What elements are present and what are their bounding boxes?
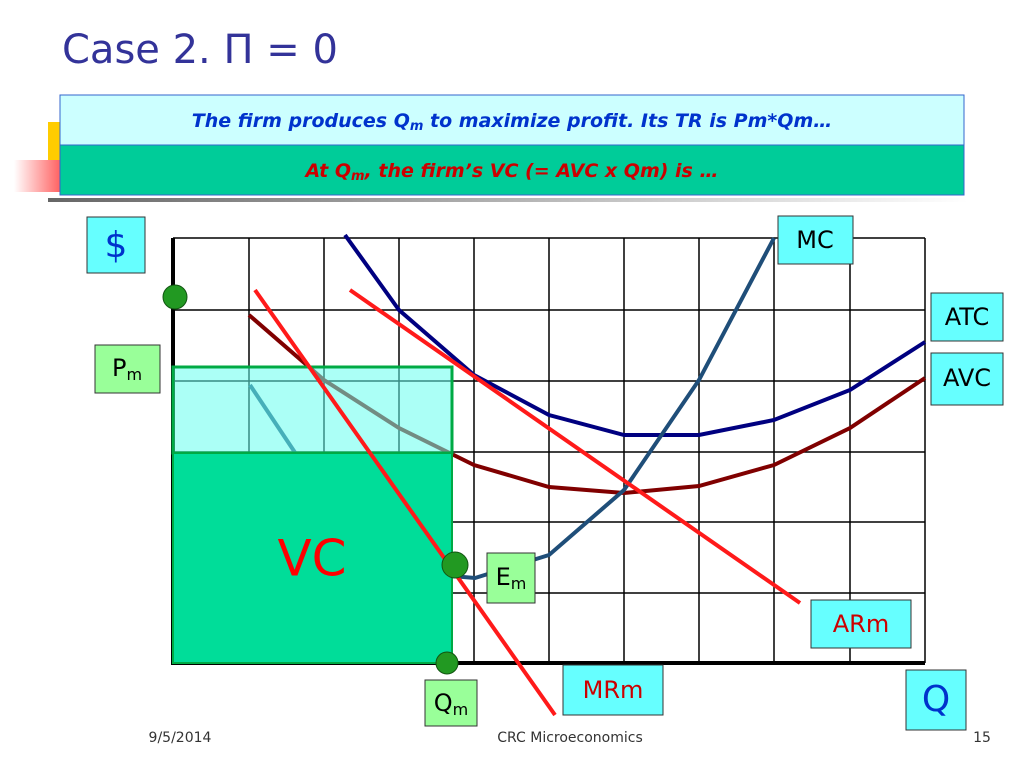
footer-date: 9/5/2014: [149, 730, 212, 746]
mc-label: MC: [796, 226, 833, 254]
em-box: [486, 552, 536, 604]
atc-curve: [343, 233, 927, 437]
atc-box: [930, 292, 1004, 342]
vc-label: VC: [277, 530, 346, 588]
mrm-box: [562, 664, 664, 716]
banner-1-text: The firm produces Qm to maximize profit.…: [192, 110, 833, 134]
qm-box: [424, 679, 478, 727]
atc-label: ATC: [945, 303, 990, 331]
mrm-line: [253, 288, 557, 717]
dollar-box: [86, 216, 146, 274]
vc-area: [172, 452, 453, 664]
quantity-dot: [435, 651, 459, 675]
pm-label: Pm: [112, 354, 142, 384]
footer-page: 15: [973, 730, 991, 746]
arm-box: [810, 599, 912, 649]
q-box: [905, 669, 967, 731]
em-label: Em: [496, 563, 527, 593]
pm-area: [171, 365, 454, 455]
banner-2-text: At Qm, the firm’s VC (= AVC x Qm) is …: [304, 160, 719, 184]
avc-label: AVC: [943, 364, 991, 392]
arm-line: [348, 288, 802, 605]
title: Case 2. Π = 0: [62, 27, 338, 73]
q-label: Q: [922, 679, 950, 720]
equilibrium-dot: [441, 551, 469, 579]
avc-box: [930, 352, 1004, 406]
qm-label: Qm: [434, 689, 468, 719]
arm-label: ARm: [833, 610, 889, 638]
footer-center: CRC Microeconomics: [497, 730, 643, 746]
deco-line: [48, 198, 968, 202]
dollar-label: $: [105, 225, 128, 266]
price-dot: [162, 284, 188, 310]
mrm-label: MRm: [583, 676, 644, 704]
banner-2: [59, 144, 965, 196]
mc-box: [777, 215, 854, 265]
pm-box: [94, 344, 161, 394]
